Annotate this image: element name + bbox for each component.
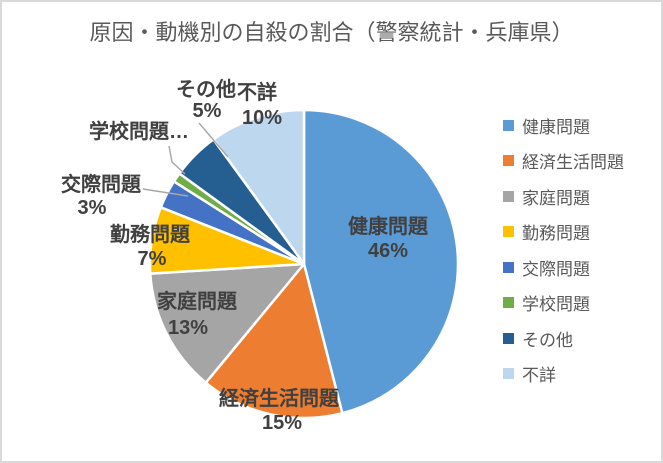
data-label-work: 勤務問題 [110, 224, 190, 246]
legend-item-school: 学校問題 [503, 292, 624, 314]
legend-label: 不詳 [522, 366, 556, 385]
legend-swatch-economy [503, 155, 514, 166]
legend-label: 家庭問題 [522, 188, 590, 208]
data-label-dating-pct: 3% [77, 197, 107, 219]
data-label-health-pct: 46% [367, 240, 409, 262]
data-label-economy-pct: 15% [261, 412, 303, 434]
leader-line-other [198, 122, 229, 158]
data-label-family-pct: 13% [167, 317, 209, 339]
data-label-other-pct: 5% [192, 100, 222, 122]
legend-item-family: 家庭問題 [503, 185, 624, 208]
legend-item-work: 勤務問題 [503, 221, 624, 243]
legend-item-health: 健康問題 [503, 114, 624, 137]
pie-slices [148, 108, 460, 420]
legend-swatch-health [503, 119, 514, 131]
data-label-dating: 交際問題 [61, 174, 141, 196]
legend-label: 学校問題 [522, 295, 590, 314]
chart-title: 原因・動機別の自殺の割合（警察統計・兵庫県） [89, 20, 574, 45]
data-label-school: 学校問題… [89, 121, 189, 143]
legend-item-dating: 交際問題 [503, 256, 624, 279]
pie-slice-7 [212, 108, 306, 266]
data-label-health: 健康問題 [348, 216, 428, 238]
pie-slice-1 [204, 262, 344, 420]
legend-swatch-family [503, 190, 514, 202]
pie-slice-0 [302, 108, 460, 415]
legend-swatch-school [503, 297, 514, 308]
legend-label: その他 [522, 330, 573, 350]
legend-item-other: その他 [503, 327, 624, 350]
pie-slice-2 [149, 262, 306, 384]
legend-label: 健康問題 [522, 117, 590, 137]
data-label-unknown: 不詳 [237, 82, 277, 104]
legend-item-unknown: 不詳 [503, 363, 624, 385]
legend-label: 勤務問題 [522, 224, 590, 243]
legend-swatch-unknown [503, 368, 514, 379]
data-label-economy: 経済生活問題 [219, 388, 339, 410]
data-label-family: 家庭問題 [157, 291, 237, 313]
legend-swatch-other [503, 332, 514, 344]
legend-item-economy: 経済生活問題 [503, 150, 624, 172]
leader-line-dating [142, 188, 189, 197]
leader-line-school [168, 145, 186, 175]
legend: 健康問題 経済生活問題 家庭問題 勤務問題 交際問題 学校問題 その他 不詳 [503, 114, 624, 385]
legend-label: 経済生活問題 [522, 153, 624, 172]
data-label-other: その他 [176, 79, 236, 101]
legend-label: 交際問題 [522, 259, 590, 279]
legend-swatch-work [503, 226, 514, 237]
legend-swatch-dating [503, 261, 514, 273]
data-label-work-pct: 7% [137, 248, 167, 270]
data-label-unknown-pct: 10% [241, 107, 283, 129]
